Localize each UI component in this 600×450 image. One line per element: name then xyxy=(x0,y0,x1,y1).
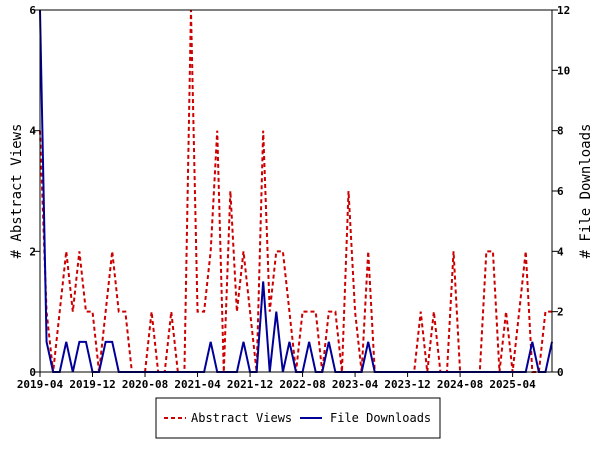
right-tick-label: 6 xyxy=(557,185,564,198)
x-tick-label: 2023-04 xyxy=(332,378,379,391)
left-tick-label: 2 xyxy=(29,245,36,258)
right-tick-label: 4 xyxy=(557,245,564,258)
right-tick-label: 2 xyxy=(557,306,564,319)
right-axis-title: # File Downloads xyxy=(578,124,594,259)
legend: Abstract Views File Downloads xyxy=(155,397,441,439)
legend-label-abstract-views: Abstract Views xyxy=(191,411,292,425)
right-tick-label: 10 xyxy=(557,64,570,77)
x-tick-label: 2019-04 xyxy=(17,378,64,391)
right-tick-label: 0 xyxy=(557,366,564,379)
right-axis: 0 2 4 6 8 10 12 xyxy=(552,4,570,379)
x-tick-label: 2022-08 xyxy=(279,378,325,391)
x-tick-label: 2019-12 xyxy=(69,378,115,391)
left-axis-title: # Abstract Views xyxy=(9,124,25,259)
x-tick-label: 2020-08 xyxy=(122,378,168,391)
x-tick-label: 2024-08 xyxy=(437,378,483,391)
legend-label-file-downloads: File Downloads xyxy=(330,411,431,425)
x-tick-label: 2025-04 xyxy=(489,378,536,391)
right-tick-label: 12 xyxy=(557,4,570,17)
x-axis: 2019-04 2019-12 2020-08 2021-04 2021-12 2022-… xyxy=(17,372,536,391)
x-tick-label: 2021-12 xyxy=(227,378,273,391)
x-tick-label: 2021-04 xyxy=(174,378,221,391)
left-axis: 0 2 4 6 xyxy=(29,4,40,379)
x-tick-label: 2023-12 xyxy=(384,378,430,391)
legend-box xyxy=(155,397,441,439)
right-tick-label: 8 xyxy=(557,125,564,138)
left-tick-label: 6 xyxy=(29,4,36,17)
left-tick-label: 0 xyxy=(29,366,36,379)
left-tick-label: 4 xyxy=(29,125,36,138)
plot-area xyxy=(40,10,552,372)
